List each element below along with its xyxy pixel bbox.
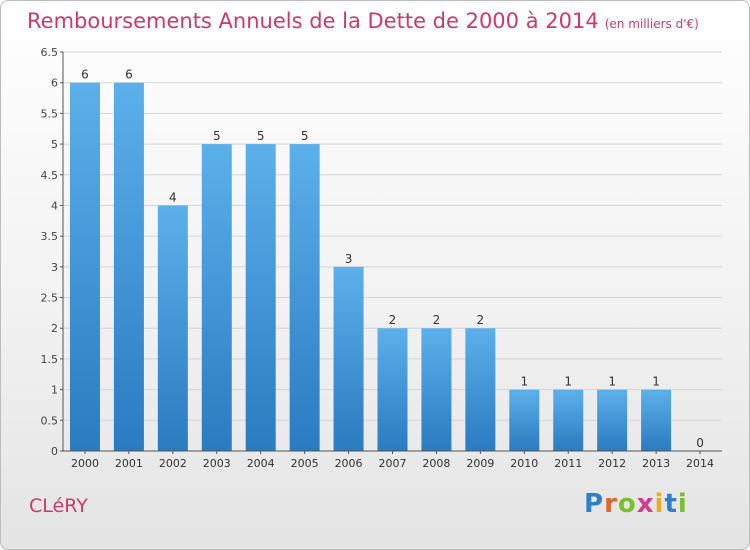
y-tick-label: 2.5 bbox=[41, 292, 59, 305]
bar bbox=[69, 82, 100, 451]
x-tick-label: 2014 bbox=[686, 457, 714, 470]
y-tick-label: 5.5 bbox=[41, 107, 59, 120]
unit-label: (en milliers d'€) bbox=[604, 17, 699, 31]
bar bbox=[421, 328, 452, 451]
value-label: 1 bbox=[564, 375, 572, 389]
value-label: 6 bbox=[125, 68, 133, 82]
bar bbox=[289, 144, 320, 452]
x-tick-label: 2003 bbox=[203, 457, 231, 470]
x-tick-label: 2007 bbox=[379, 457, 407, 470]
bar bbox=[157, 205, 188, 451]
chart-title: Remboursements Annuels de la Dette de 20… bbox=[27, 9, 699, 33]
value-label: 4 bbox=[169, 190, 177, 204]
x-tick-label: 2012 bbox=[598, 457, 626, 470]
value-label: 5 bbox=[257, 129, 265, 143]
y-tick-label: 0 bbox=[51, 445, 58, 458]
x-tick-label: 2008 bbox=[422, 457, 450, 470]
value-label: 2 bbox=[433, 313, 441, 327]
y-tick-label: 6 bbox=[51, 77, 58, 90]
x-tick-label: 2009 bbox=[466, 457, 494, 470]
bar bbox=[113, 82, 144, 451]
x-tick-label: 2002 bbox=[159, 457, 187, 470]
y-tick-label: 3.5 bbox=[41, 230, 59, 243]
value-label: 0 bbox=[696, 436, 704, 450]
place-name: CLéRY bbox=[29, 495, 88, 517]
bar bbox=[641, 389, 672, 451]
x-tick-label: 2000 bbox=[71, 457, 99, 470]
value-labels: 6 6 4 5 5 5 3 2 2 2 1 1 1 1 0 bbox=[81, 68, 704, 450]
x-tick-label: 2013 bbox=[642, 457, 670, 470]
value-label: 1 bbox=[520, 375, 528, 389]
y-tick-label: 6.5 bbox=[41, 46, 59, 59]
y-tick-label: 0.5 bbox=[41, 414, 59, 427]
value-label: 2 bbox=[389, 313, 397, 327]
value-label: 5 bbox=[301, 129, 309, 143]
bar bbox=[465, 328, 496, 451]
proxiti-logo: Proxiti bbox=[584, 489, 688, 519]
value-label: 5 bbox=[213, 129, 221, 143]
x-tick-label: 2010 bbox=[510, 457, 538, 470]
bar bbox=[553, 389, 584, 451]
value-label: 1 bbox=[608, 375, 616, 389]
bar bbox=[201, 144, 232, 452]
value-label: 1 bbox=[652, 375, 660, 389]
bar bbox=[509, 389, 540, 451]
y-tick-label: 4 bbox=[51, 199, 58, 212]
y-tick-label: 1 bbox=[51, 384, 58, 397]
x-tick-label: 2011 bbox=[554, 457, 582, 470]
x-tick-label: 2004 bbox=[247, 457, 275, 470]
x-tick-label: 2006 bbox=[335, 457, 363, 470]
axes: 0 0.5 1 1.5 2 2.5 3 3.5 4 4.5 5 5.5 6 6.5 2000 2001 2002… bbox=[41, 46, 722, 470]
y-tick-label: 1.5 bbox=[41, 353, 59, 366]
value-label: 3 bbox=[345, 252, 353, 266]
y-tick-label: 4.5 bbox=[41, 169, 59, 182]
bar bbox=[377, 328, 408, 451]
bar bbox=[245, 144, 276, 452]
bars bbox=[69, 82, 672, 452]
x-tick-label: 2005 bbox=[291, 457, 319, 470]
bar bbox=[597, 389, 628, 451]
value-label: 6 bbox=[81, 68, 89, 82]
x-tick-label: 2001 bbox=[115, 457, 143, 470]
y-tick-label: 5 bbox=[51, 138, 58, 151]
y-tick-label: 3 bbox=[51, 261, 58, 274]
title-text: Remboursements Annuels de la Dette de 20… bbox=[27, 9, 599, 33]
value-label: 2 bbox=[477, 313, 485, 327]
y-tick-label: 2 bbox=[51, 322, 58, 335]
bar bbox=[333, 266, 364, 451]
